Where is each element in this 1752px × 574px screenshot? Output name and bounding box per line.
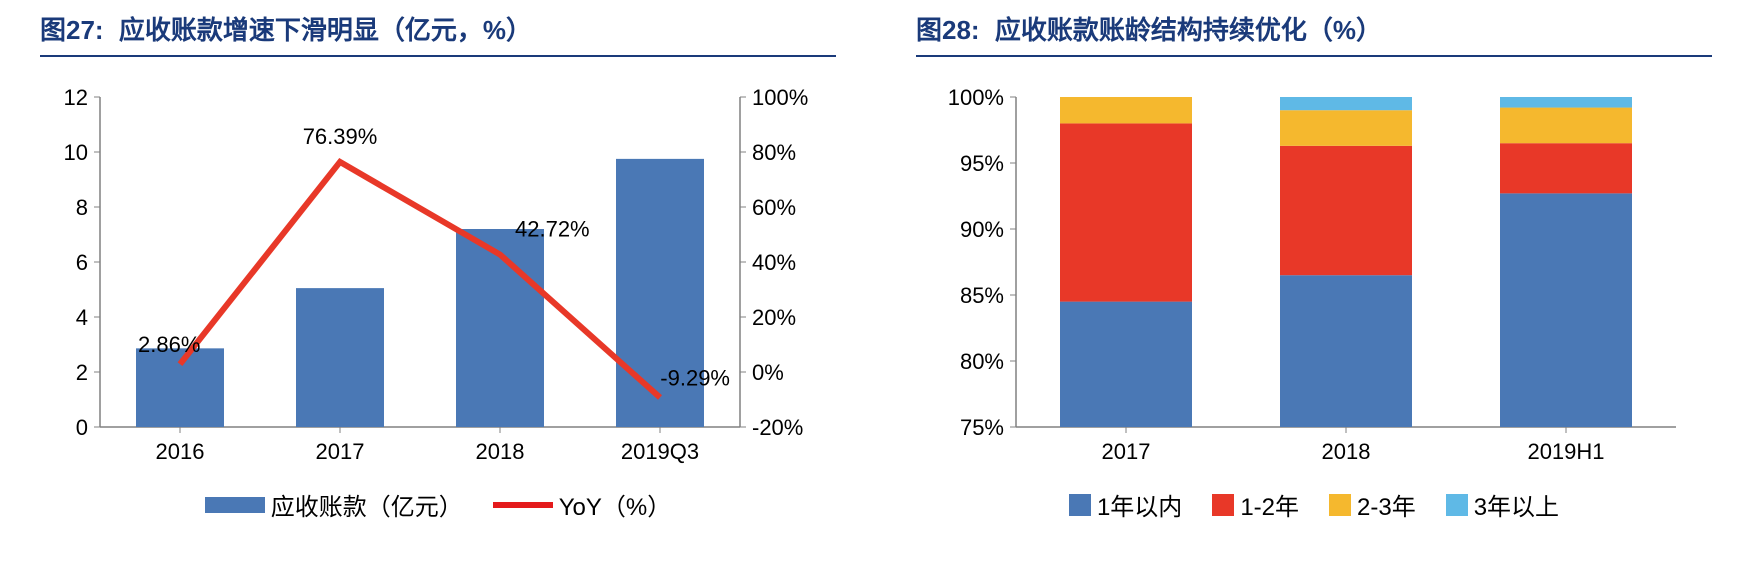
legend-label: 1年以内: [1097, 487, 1182, 522]
legend-bar-swatch: [205, 497, 265, 513]
svg-text:12: 12: [64, 85, 88, 110]
svg-text:2.86%: 2.86%: [138, 332, 200, 357]
svg-text:2016: 2016: [156, 439, 205, 464]
svg-text:95%: 95%: [960, 151, 1004, 176]
svg-text:2019H1: 2019H1: [1527, 439, 1604, 464]
svg-text:2017: 2017: [316, 439, 365, 464]
right-title-text: 应收账款账龄结构持续优化（%）: [995, 15, 1382, 45]
svg-text:20%: 20%: [752, 305, 796, 330]
svg-text:4: 4: [76, 305, 88, 330]
left-chart-area: 0 2 4 6 8 10 12 -20% 0% 20% 40% 60% 80% 100% 2016 2017 2…: [40, 77, 836, 477]
legend-item: 3年以上: [1446, 487, 1559, 522]
charts-container: 图27: 应收账款增速下滑明显（亿元，%） 0 2 4 6 8 10 12 -20% 0% 20%…: [0, 0, 1752, 574]
legend-swatch: [1446, 494, 1468, 516]
svg-text:85%: 85%: [960, 283, 1004, 308]
svg-text:0: 0: [76, 415, 88, 440]
legend-line-swatch: [493, 502, 553, 508]
legend-bar-item: 应收账款（亿元）: [205, 487, 463, 522]
svg-text:76.39%: 76.39%: [303, 124, 378, 149]
svg-text:2018: 2018: [476, 439, 525, 464]
svg-text:8: 8: [76, 195, 88, 220]
svg-text:0%: 0%: [752, 360, 784, 385]
svg-text:40%: 40%: [752, 250, 796, 275]
svg-text:100%: 100%: [948, 85, 1004, 110]
left-title-text: 应收账款增速下滑明显（亿元，%）: [119, 15, 532, 45]
svg-text:75%: 75%: [960, 415, 1004, 440]
left-panel: 图27: 应收账款增速下滑明显（亿元，%） 0 2 4 6 8 10 12 -20% 0% 20%…: [0, 0, 876, 574]
svg-text:80%: 80%: [960, 349, 1004, 374]
legend-label: 3年以上: [1474, 487, 1559, 522]
legend-bar-label: 应收账款（亿元）: [271, 487, 463, 522]
right-chart-svg: 75% 80% 85% 90% 95% 100% 2017 2018 2019H1: [916, 77, 1706, 477]
right-chart-area: 75% 80% 85% 90% 95% 100% 2017 2018 2019H1: [916, 77, 1712, 477]
right-title: 图28: 应收账款账龄结构持续优化（%）: [916, 10, 1712, 57]
legend-swatch: [1212, 494, 1234, 516]
legend-item: 1-2年: [1212, 487, 1299, 522]
left-legend: 应收账款（亿元） YoY（%）: [40, 487, 836, 522]
svg-text:2: 2: [76, 360, 88, 385]
svg-text:2017: 2017: [1102, 439, 1151, 464]
right-title-label: 图28:: [916, 15, 980, 45]
legend-label: 2-3年: [1357, 487, 1416, 522]
left-title-label: 图27:: [40, 15, 104, 45]
svg-text:2018: 2018: [1322, 439, 1371, 464]
legend-swatch: [1069, 494, 1091, 516]
svg-text:42.72%: 42.72%: [515, 217, 590, 242]
svg-text:10: 10: [64, 140, 88, 165]
svg-text:6: 6: [76, 250, 88, 275]
svg-text:100%: 100%: [752, 85, 808, 110]
legend-item: 2-3年: [1329, 487, 1416, 522]
legend-swatch: [1329, 494, 1351, 516]
svg-text:-9.29%: -9.29%: [660, 366, 730, 391]
left-title: 图27: 应收账款增速下滑明显（亿元，%）: [40, 10, 836, 57]
legend-label: 1-2年: [1240, 487, 1299, 522]
svg-text:60%: 60%: [752, 195, 796, 220]
svg-text:-20%: -20%: [752, 415, 803, 440]
svg-text:80%: 80%: [752, 140, 796, 165]
right-legend: 1年以内 1-2年 2-3年 3年以上: [916, 487, 1712, 522]
right-panel: 图28: 应收账款账龄结构持续优化（%） 75% 80% 85% 90% 95% 100%…: [876, 0, 1752, 574]
left-chart-svg: 0 2 4 6 8 10 12 -20% 0% 20% 40% 60% 80% 100% 2016 2017 2…: [40, 77, 830, 477]
svg-text:90%: 90%: [960, 217, 1004, 242]
legend-line-item: YoY（%）: [493, 487, 672, 522]
svg-text:2019Q3: 2019Q3: [621, 439, 699, 464]
legend-line-label: YoY（%）: [559, 487, 672, 522]
legend-item: 1年以内: [1069, 487, 1182, 522]
